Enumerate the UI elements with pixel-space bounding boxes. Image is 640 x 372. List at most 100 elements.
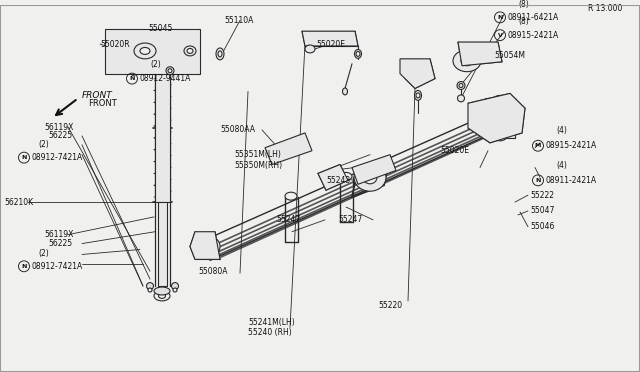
Text: 08915-2421A: 08915-2421A xyxy=(507,31,558,40)
Text: (2): (2) xyxy=(38,140,49,149)
Ellipse shape xyxy=(355,49,362,58)
Ellipse shape xyxy=(493,131,507,141)
Polygon shape xyxy=(158,202,167,286)
Ellipse shape xyxy=(168,69,172,73)
Ellipse shape xyxy=(305,45,315,53)
Ellipse shape xyxy=(497,134,503,138)
Ellipse shape xyxy=(458,95,465,102)
Text: 08911-2421A: 08911-2421A xyxy=(545,176,596,185)
Ellipse shape xyxy=(173,288,177,292)
Text: N: N xyxy=(535,178,541,183)
Text: 55350M(RH): 55350M(RH) xyxy=(234,161,282,170)
Ellipse shape xyxy=(486,109,504,127)
Ellipse shape xyxy=(342,88,348,95)
Text: 56225: 56225 xyxy=(48,239,72,248)
Text: 56210K: 56210K xyxy=(4,198,33,206)
Text: 56225: 56225 xyxy=(48,131,72,140)
Text: N: N xyxy=(21,155,27,160)
Ellipse shape xyxy=(200,237,220,256)
Text: V: V xyxy=(497,33,502,38)
Text: 55247: 55247 xyxy=(338,215,362,224)
Text: 08912-7421A: 08912-7421A xyxy=(31,153,83,162)
Text: (4): (4) xyxy=(556,126,567,135)
Ellipse shape xyxy=(172,57,179,64)
Text: 55351M(LH): 55351M(LH) xyxy=(234,150,281,159)
Text: 55110A: 55110A xyxy=(224,16,253,25)
Ellipse shape xyxy=(354,164,386,191)
Ellipse shape xyxy=(187,48,193,54)
Text: 55241M(LH): 55241M(LH) xyxy=(248,318,295,327)
Ellipse shape xyxy=(415,90,422,100)
Text: 08911-6421A: 08911-6421A xyxy=(507,13,558,22)
Text: (8): (8) xyxy=(518,17,529,26)
Ellipse shape xyxy=(154,51,170,61)
Text: 56119X: 56119X xyxy=(44,230,74,239)
Ellipse shape xyxy=(148,63,152,67)
Ellipse shape xyxy=(154,65,170,73)
Text: 55047: 55047 xyxy=(530,206,554,215)
Polygon shape xyxy=(190,232,220,259)
Ellipse shape xyxy=(147,57,154,64)
Ellipse shape xyxy=(459,84,463,87)
Ellipse shape xyxy=(416,93,420,98)
Ellipse shape xyxy=(363,171,377,184)
Text: 55240 (RH): 55240 (RH) xyxy=(248,328,292,337)
Polygon shape xyxy=(468,93,525,143)
Text: 55080A: 55080A xyxy=(198,267,227,276)
Bar xyxy=(105,29,200,74)
Text: 55247: 55247 xyxy=(276,215,300,224)
Text: 55222: 55222 xyxy=(530,191,554,200)
Text: 08912-7421A: 08912-7421A xyxy=(31,262,83,271)
Ellipse shape xyxy=(340,173,352,180)
Ellipse shape xyxy=(216,48,224,60)
Ellipse shape xyxy=(461,56,473,66)
Polygon shape xyxy=(400,59,435,89)
Text: (2): (2) xyxy=(150,60,161,69)
Ellipse shape xyxy=(159,294,166,298)
Ellipse shape xyxy=(159,54,166,58)
Text: 55046: 55046 xyxy=(530,222,554,231)
Ellipse shape xyxy=(497,98,503,103)
Text: 55080AA: 55080AA xyxy=(220,125,255,134)
Ellipse shape xyxy=(154,291,170,301)
Text: 56119X: 56119X xyxy=(44,122,74,131)
Ellipse shape xyxy=(356,51,360,57)
Ellipse shape xyxy=(166,67,174,75)
Text: 55054M: 55054M xyxy=(494,51,525,60)
Polygon shape xyxy=(302,31,358,46)
Ellipse shape xyxy=(491,114,499,122)
Ellipse shape xyxy=(140,48,150,54)
Polygon shape xyxy=(155,72,170,202)
Ellipse shape xyxy=(493,95,507,105)
Text: 55020E: 55020E xyxy=(440,146,469,155)
Text: FRONT: FRONT xyxy=(82,91,113,100)
Ellipse shape xyxy=(172,283,179,289)
Ellipse shape xyxy=(154,287,170,295)
Text: 55020E: 55020E xyxy=(316,39,345,48)
Text: 08912-9441A: 08912-9441A xyxy=(139,74,190,83)
Polygon shape xyxy=(265,133,312,164)
Ellipse shape xyxy=(285,192,297,200)
Ellipse shape xyxy=(173,63,177,67)
Text: M: M xyxy=(535,143,541,148)
Text: 55220: 55220 xyxy=(378,301,402,310)
Polygon shape xyxy=(458,42,502,66)
Text: N: N xyxy=(21,264,27,269)
Ellipse shape xyxy=(134,43,156,59)
Text: 55243: 55243 xyxy=(326,176,350,185)
Text: (4): (4) xyxy=(556,161,567,170)
Ellipse shape xyxy=(457,81,465,89)
Ellipse shape xyxy=(205,242,214,251)
Text: N: N xyxy=(497,15,502,20)
Text: N: N xyxy=(129,76,134,81)
Text: FRONT: FRONT xyxy=(88,99,116,108)
Text: R 13.000: R 13.000 xyxy=(588,4,622,13)
Ellipse shape xyxy=(453,50,481,72)
Text: (8): (8) xyxy=(518,0,529,9)
Polygon shape xyxy=(318,164,348,190)
Ellipse shape xyxy=(218,51,222,57)
Ellipse shape xyxy=(184,46,196,56)
Text: 55045: 55045 xyxy=(148,24,172,33)
Polygon shape xyxy=(352,155,396,184)
Ellipse shape xyxy=(147,283,154,289)
